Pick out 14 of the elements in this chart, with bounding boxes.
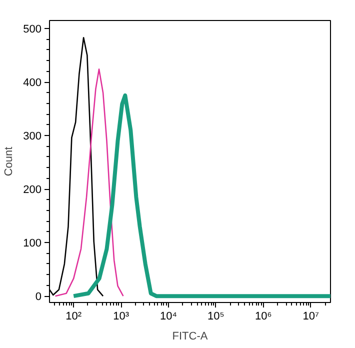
y-axis-title: Count [3,146,16,176]
y-tick-label: 100 [23,238,42,250]
y-tick-label: 300 [23,130,42,143]
x-tick-label: 10⁴ [160,310,178,322]
y-tick-label: 0 [35,291,42,304]
x-tick-label: 10⁷ [302,310,319,322]
x-tick-label: 10³ [113,310,130,322]
x-tick-label: 10² [66,310,82,322]
y-tick-label: 500 [23,24,42,36]
y-tick-label: 200 [23,184,42,196]
x-axis-title: FITC-A [172,330,208,342]
y-tick-label: 400 [23,77,42,90]
x-tick-label: 10⁵ [208,310,224,322]
x-tick-label: 10⁶ [254,310,272,322]
